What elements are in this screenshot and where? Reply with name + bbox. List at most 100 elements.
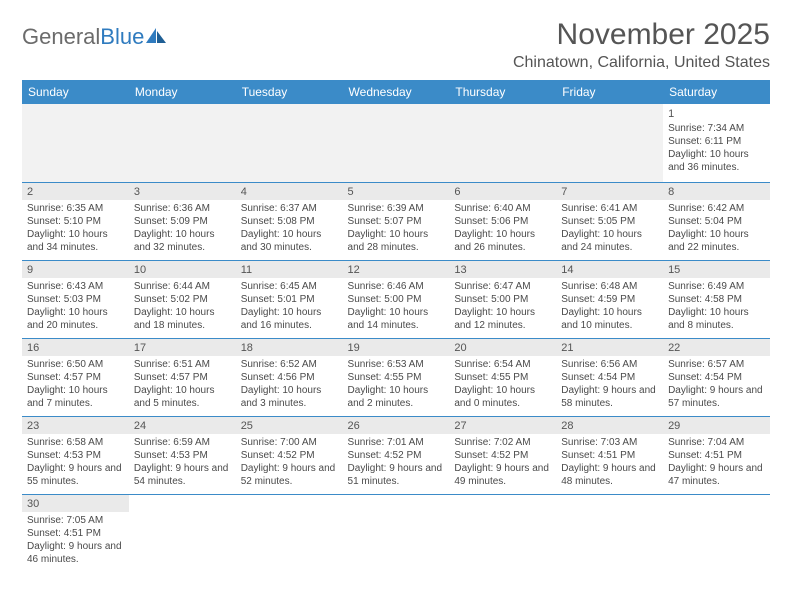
daylight-text: Daylight: 10 hours and 22 minutes. — [668, 228, 765, 254]
daylight-text: Daylight: 9 hours and 46 minutes. — [27, 540, 124, 566]
calendar-cell — [236, 494, 343, 572]
daylight-text: Daylight: 9 hours and 57 minutes. — [668, 384, 765, 410]
sunrise-text: Sunrise: 6:36 AM — [134, 202, 231, 215]
calendar-row: 16Sunrise: 6:50 AMSunset: 4:57 PMDayligh… — [22, 338, 770, 416]
day-number: 1 — [668, 107, 765, 121]
daylight-text: Daylight: 10 hours and 16 minutes. — [241, 306, 338, 332]
sunrise-text: Sunrise: 6:44 AM — [134, 280, 231, 293]
sunrise-text: Sunrise: 6:46 AM — [348, 280, 445, 293]
sunset-text: Sunset: 6:11 PM — [668, 135, 765, 148]
day-number: 16 — [22, 339, 129, 356]
sunrise-text: Sunrise: 6:39 AM — [348, 202, 445, 215]
daylight-text: Daylight: 10 hours and 34 minutes. — [27, 228, 124, 254]
sunset-text: Sunset: 4:52 PM — [348, 449, 445, 462]
calendar-cell: 4Sunrise: 6:37 AMSunset: 5:08 PMDaylight… — [236, 182, 343, 260]
calendar-row: 23 Sunrise: 6:58 AM Sunset: 4:53 PM Dayligh… — [22, 416, 770, 494]
calendar-cell: 22Sunrise: 6:57 AMSunset: 4:54 PMDayligh… — [663, 338, 770, 416]
sunset-text: Sunset: 4:53 PM — [134, 449, 231, 462]
sunset-text: Sunset: 5:01 PM — [241, 293, 338, 306]
calendar-cell: 25Sunrise: 7:00 AMSunset: 4:52 PMDayligh… — [236, 416, 343, 494]
calendar-cell: 21Sunrise: 6:56 AMSunset: 4:54 PMDayligh… — [556, 338, 663, 416]
day-number: 4 — [236, 183, 343, 200]
sunrise-text: Sunrise: 6:37 AM — [241, 202, 338, 215]
day-number: 21 — [556, 339, 663, 356]
calendar-cell: 2Sunrise: 6:35 AMSunset: 5:10 PMDaylight… — [22, 182, 129, 260]
sunset-text: Sunset: 5:04 PM — [668, 215, 765, 228]
day-number: 14 — [556, 261, 663, 278]
calendar-cell — [449, 494, 556, 572]
calendar-cell: 15Sunrise: 6:49 AMSunset: 4:58 PMDayligh… — [663, 260, 770, 338]
sunset-text: Sunset: 4:57 PM — [134, 371, 231, 384]
daylight-text: Daylight: 10 hours and 26 minutes. — [454, 228, 551, 254]
calendar-cell: 18Sunrise: 6:52 AMSunset: 4:56 PMDayligh… — [236, 338, 343, 416]
day-number: 10 — [129, 261, 236, 278]
calendar-cell: 6Sunrise: 6:40 AMSunset: 5:06 PMDaylight… — [449, 182, 556, 260]
daylight-text: Daylight: 10 hours and 7 minutes. — [27, 384, 124, 410]
day-number: 17 — [129, 339, 236, 356]
weekday-header: Monday — [129, 80, 236, 104]
day-number: 2 — [22, 183, 129, 200]
sunrise-text: Sunrise: 6:49 AM — [668, 280, 765, 293]
calendar-row: 9Sunrise: 6:43 AMSunset: 5:03 PMDaylight… — [22, 260, 770, 338]
calendar-cell: 14Sunrise: 6:48 AMSunset: 4:59 PMDayligh… — [556, 260, 663, 338]
sunset-text: Sunset: 5:06 PM — [454, 215, 551, 228]
day-number: 26 — [343, 417, 450, 434]
sunrise-text: Sunrise: 6:59 AM — [134, 436, 231, 449]
daylight-text: Daylight: 9 hours and 48 minutes. — [561, 462, 658, 488]
calendar-cell — [556, 494, 663, 572]
calendar-cell: 23Sunrise: 6:58 AMSunset: 4:53 PMDayligh… — [22, 416, 129, 494]
day-number: 20 — [449, 339, 556, 356]
day-number: 28 — [556, 417, 663, 434]
day-number: 8 — [663, 183, 770, 200]
sunrise-text: Sunrise: 7:02 AM — [454, 436, 551, 449]
daylight-text: Daylight: 10 hours and 3 minutes. — [241, 384, 338, 410]
calendar-cell: 30Sunrise: 7:05 AMSunset: 4:51 PMDayligh… — [22, 494, 129, 572]
sunset-text: Sunset: 4:58 PM — [668, 293, 765, 306]
sunset-text: Sunset: 5:03 PM — [27, 293, 124, 306]
calendar-row: 2Sunrise: 6:35 AMSunset: 5:10 PMDaylight… — [22, 182, 770, 260]
daylight-text: Daylight: 10 hours and 20 minutes. — [27, 306, 124, 332]
sunrise-text: Sunrise: 6:47 AM — [454, 280, 551, 293]
sunset-text: Sunset: 5:02 PM — [134, 293, 231, 306]
day-number: 9 — [22, 261, 129, 278]
sunrise-text: Sunrise: 6:56 AM — [561, 358, 658, 371]
day-number: 7 — [556, 183, 663, 200]
sunset-text: Sunset: 4:51 PM — [668, 449, 765, 462]
sunrise-text: Sunrise: 6:51 AM — [134, 358, 231, 371]
calendar-cell: 1Sunrise: 7:34 AMSunset: 6:11 PMDaylight… — [663, 104, 770, 182]
calendar-cell: 3Sunrise: 6:36 AMSunset: 5:09 PMDaylight… — [129, 182, 236, 260]
sunset-text: Sunset: 5:00 PM — [348, 293, 445, 306]
sunrise-text: Sunrise: 6:52 AM — [241, 358, 338, 371]
sunset-text: Sunset: 4:59 PM — [561, 293, 658, 306]
calendar-cell — [663, 494, 770, 572]
weekday-header-row: Sunday Monday Tuesday Wednesday Thursday… — [22, 80, 770, 104]
calendar-cell: 10 Sunrise: 6:44 AMSunset: 5:02 PMDayligh… — [129, 260, 236, 338]
day-number: 27 — [449, 417, 556, 434]
sunrise-text: Sunrise: 6:54 AM — [454, 358, 551, 371]
weekday-header: Thursday — [449, 80, 556, 104]
weekday-header: Friday — [556, 80, 663, 104]
sunrise-text: Sunrise: 6:58 AM — [27, 436, 124, 449]
daylight-text: Daylight: 9 hours and 58 minutes. — [561, 384, 658, 410]
sunset-text: Sunset: 4:51 PM — [27, 527, 124, 540]
sunset-text: Sunset: 4:52 PM — [241, 449, 338, 462]
calendar-cell — [556, 104, 663, 182]
weekday-header: Saturday — [663, 80, 770, 104]
day-number: 23 — [22, 417, 129, 434]
calendar-row: 30Sunrise: 7:05 AMSunset: 4:51 PMDayligh… — [22, 494, 770, 572]
calendar-cell: 19Sunrise: 6:53 AMSunset: 4:55 PMDayligh… — [343, 338, 450, 416]
weekday-header: Tuesday — [236, 80, 343, 104]
daylight-text: Daylight: 9 hours and 51 minutes. — [348, 462, 445, 488]
logo-sail-icon — [146, 28, 168, 44]
daylight-text: Daylight: 10 hours and 18 minutes. — [134, 306, 231, 332]
calendar-table: Sunday Monday Tuesday Wednesday Thursday… — [22, 80, 770, 572]
sunrise-text: Sunrise: 6:35 AM — [27, 202, 124, 215]
sunrise-text: Sunrise: 7:05 AM — [27, 514, 124, 527]
month-title: November 2025 — [513, 18, 770, 52]
sunrise-text: Sunrise: 6:45 AM — [241, 280, 338, 293]
calendar-cell: 17Sunrise: 6:51 AMSunset: 4:57 PMDayligh… — [129, 338, 236, 416]
header: GeneralBlue November 2025 Chinatown, Cal… — [22, 18, 770, 72]
day-number: 15 — [663, 261, 770, 278]
sunset-text: Sunset: 5:07 PM — [348, 215, 445, 228]
sunrise-text: Sunrise: 7:01 AM — [348, 436, 445, 449]
